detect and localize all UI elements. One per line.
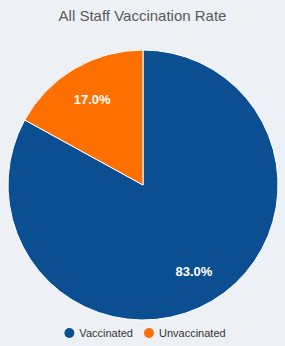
title: All Staff Vaccination Rate	[59, 7, 227, 24]
legend-label: Vaccinated	[79, 327, 133, 339]
legend-swatch	[64, 328, 74, 338]
slice	[8, 50, 278, 320]
data-label: 83.0%	[175, 264, 212, 279]
legend: Vaccinated Unvaccinated	[64, 327, 225, 339]
legend-label: Unvaccinated	[159, 327, 226, 339]
legend-item: Unvaccinated	[144, 327, 226, 339]
chart: All Staff Vaccination Rate 83.0% 17.0% Vacc…	[0, 0, 285, 346]
data-label: 17.0%	[74, 92, 111, 107]
pie	[8, 50, 278, 320]
data-labels: 83.0% 17.0%	[74, 92, 213, 279]
legend-swatch	[144, 328, 154, 338]
legend-item: Vaccinated	[64, 327, 133, 339]
slice	[25, 50, 143, 185]
